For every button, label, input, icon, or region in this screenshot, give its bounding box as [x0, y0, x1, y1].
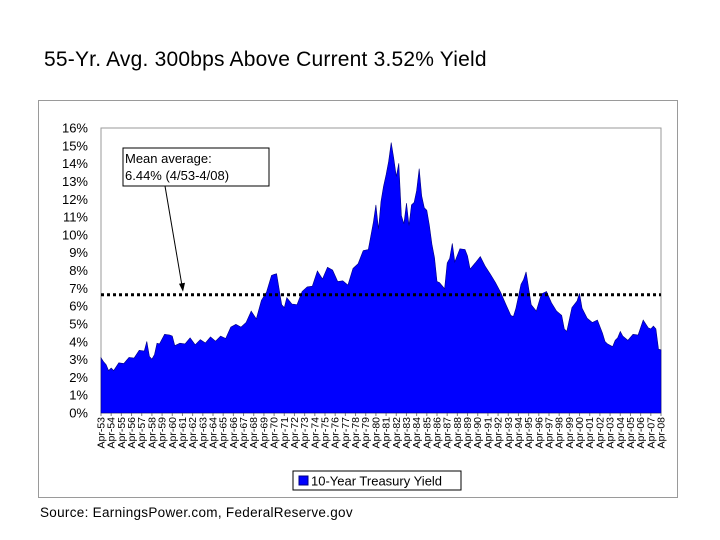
x-tick-label: Apr-58	[146, 417, 158, 449]
x-tick-label: Apr-57	[136, 417, 148, 449]
legend: 10-Year Treasury Yield	[292, 470, 462, 491]
x-tick-label: Apr-97	[544, 417, 556, 449]
treasury-yield-chart: 0% 1% 2% 3% 4% 5% 6% 7% 8% 9% 10% 11% 12% 13% 14% 15% 16…	[62, 121, 668, 491]
annotation-arrow	[164, 185, 183, 286]
x-tick-label: Apr-91	[482, 417, 494, 449]
x-tick-label: Apr-02	[594, 417, 606, 449]
x-tick-label: Apr-79	[360, 417, 372, 449]
chart-frame: 0% 1% 2% 3% 4% 5% 6% 7% 8% 9% 10% 11% 12% 13% 14% 15% 16…	[38, 100, 678, 498]
legend-label: 10-Year Treasury Yield	[311, 474, 442, 489]
x-tick-label: Apr-93	[503, 417, 515, 449]
annotation-arrowhead-icon	[179, 282, 185, 292]
x-tick-label: Apr-66	[228, 417, 240, 449]
x-tick-label: Apr-75	[320, 417, 332, 449]
y-tick-label: 13%	[62, 174, 88, 189]
x-tick-label: Apr-00	[574, 417, 586, 449]
y-tick-label: 5%	[69, 316, 88, 331]
y-tick-label: 9%	[69, 245, 88, 260]
x-tick-label: Apr-90	[472, 417, 484, 449]
x-tick-label: Apr-76	[330, 417, 342, 449]
x-tick-label: Apr-94	[513, 417, 525, 449]
y-tick-label: 16%	[62, 121, 88, 136]
x-tick-label: Apr-54	[106, 417, 118, 449]
y-tick-label: 2%	[69, 370, 88, 385]
x-tick-label: Apr-72	[289, 417, 301, 449]
x-tick-label: Apr-67	[238, 417, 250, 449]
x-tick-label: Apr-86	[432, 417, 444, 449]
x-tick-label: Apr-87	[442, 417, 454, 449]
x-tick-label: Apr-89	[462, 417, 474, 449]
x-tick-label: Apr-64	[208, 417, 220, 449]
y-tick-label: 15%	[62, 138, 88, 153]
y-tick-label: 4%	[69, 334, 88, 349]
y-tick-label: 14%	[62, 156, 88, 171]
legend-box	[292, 470, 462, 491]
x-tick-label: Apr-60	[167, 417, 179, 449]
annotation-line-1: Mean average:	[125, 151, 212, 166]
x-tick-label: Apr-61	[177, 417, 189, 449]
x-tick-label: Apr-03	[605, 417, 617, 449]
y-axis: 0% 1% 2% 3% 4% 5% 6% 7% 8% 9% 10% 11% 12% 13% 14% 15% 16…	[62, 121, 88, 421]
x-tick-label: Apr-78	[350, 417, 362, 449]
x-tick-label: Apr-69	[258, 417, 270, 449]
y-tick-label: 7%	[69, 281, 88, 296]
mean-average-annotation: Mean average: 6.44% (4/53-4/08)	[122, 147, 270, 292]
series-area-10-year-treasury-yield	[100, 142, 662, 414]
x-axis: Apr-53Apr-54Apr-55Apr-56Apr-57Apr-58Apr-…	[96, 413, 668, 449]
x-tick-label: Apr-99	[564, 417, 576, 449]
x-tick-label: Apr-53	[96, 417, 108, 449]
annotation-box	[122, 147, 270, 187]
series-layer	[100, 142, 662, 414]
x-tick-label: Apr-81	[381, 417, 393, 449]
x-tick-label: Apr-68	[248, 417, 260, 449]
x-tick-label: Apr-63	[197, 417, 209, 449]
slide-title: 55-Yr. Avg. 300bps Above Current 3.52% Y…	[44, 48, 487, 71]
legend-swatch	[298, 475, 309, 486]
x-tick-label: Apr-06	[635, 417, 647, 449]
x-tick-label: Apr-04	[615, 417, 627, 449]
x-tick-label: Apr-65	[218, 417, 230, 449]
x-tick-label: Apr-62	[187, 417, 199, 449]
x-tick-label: Apr-73	[299, 417, 311, 449]
annotation-line-2: 6.44% (4/53-4/08)	[125, 168, 229, 183]
x-tick-label: Apr-55	[116, 417, 128, 449]
source-note: Source: EarningsPower.com, FederalReserv…	[40, 505, 353, 520]
y-tick-label: 0%	[69, 406, 88, 421]
x-tick-label: Apr-01	[584, 417, 596, 449]
y-tick-label: 8%	[69, 263, 88, 278]
x-tick-label: Apr-59	[157, 417, 169, 449]
x-tick-label: Apr-70	[269, 417, 281, 449]
y-tick-label: 11%	[63, 210, 88, 225]
x-tick-label: Apr-96	[533, 417, 545, 449]
y-tick-label: 12%	[62, 192, 88, 207]
x-tick-label: Apr-74	[309, 417, 321, 449]
y-tick-label: 3%	[69, 352, 88, 367]
x-tick-label: Apr-85	[421, 417, 433, 449]
y-tick-label: 6%	[69, 299, 88, 314]
y-tick-label: 1%	[69, 388, 88, 403]
x-tick-label: Apr-92	[493, 417, 505, 449]
x-tick-label: Apr-80	[370, 417, 382, 449]
x-tick-label: Apr-08	[656, 417, 668, 449]
x-tick-label: Apr-83	[401, 417, 413, 449]
x-tick-label: Apr-95	[523, 417, 535, 449]
x-tick-label: Apr-56	[126, 417, 138, 449]
x-tick-label: Apr-88	[452, 417, 464, 449]
x-tick-label: Apr-07	[645, 417, 657, 449]
x-tick-label: Apr-05	[625, 417, 637, 449]
x-tick-label: Apr-77	[340, 417, 352, 449]
y-tick-label: 10%	[62, 227, 88, 242]
x-tick-label: Apr-82	[391, 417, 403, 449]
x-tick-label: Apr-71	[279, 417, 291, 449]
x-tick-label: Apr-98	[554, 417, 566, 449]
x-tick-label: Apr-84	[411, 417, 423, 449]
